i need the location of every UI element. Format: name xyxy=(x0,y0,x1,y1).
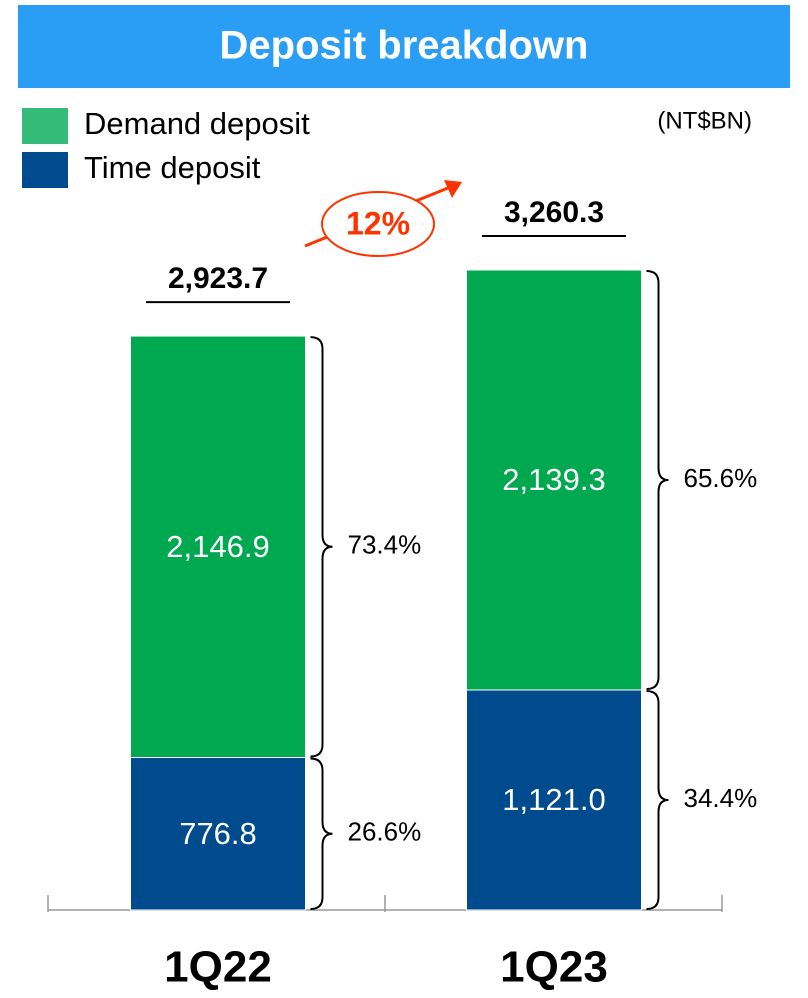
value-label: 2,146.9 xyxy=(166,529,269,564)
bar-segment xyxy=(466,269,642,691)
share-label: 26.6% xyxy=(348,817,422,847)
x-tick-label: 1Q23 xyxy=(500,943,608,992)
bar-segment xyxy=(466,689,642,911)
x-tick-label: 1Q22 xyxy=(164,943,272,992)
brace xyxy=(646,270,669,690)
share-label: 34.4% xyxy=(684,783,758,813)
legend-swatch xyxy=(22,108,68,144)
share-label: 65.6% xyxy=(684,463,758,493)
bar-segment xyxy=(130,335,306,759)
legend-swatch xyxy=(22,152,68,188)
chart-title: Deposit breakdown xyxy=(220,24,589,68)
brace xyxy=(646,689,669,910)
value-label: 1,121.0 xyxy=(502,782,605,817)
legend-label: Demand deposit xyxy=(84,106,310,141)
value-label: 776.8 xyxy=(179,816,257,851)
growth-label: 12% xyxy=(346,205,410,241)
share-label: 73.4% xyxy=(348,530,422,560)
brace xyxy=(310,757,333,910)
brace xyxy=(310,336,333,758)
total-label: 3,260.3 xyxy=(504,196,604,229)
growth-ellipse xyxy=(321,191,435,257)
title-bar xyxy=(18,5,790,88)
growth-arrowhead xyxy=(444,180,462,198)
bar-segment xyxy=(130,757,306,911)
value-label: 2,139.3 xyxy=(502,462,605,497)
unit-label: (NT$BN) xyxy=(657,107,752,134)
total-label: 2,923.7 xyxy=(168,262,268,295)
legend-label: Time deposit xyxy=(84,150,261,185)
